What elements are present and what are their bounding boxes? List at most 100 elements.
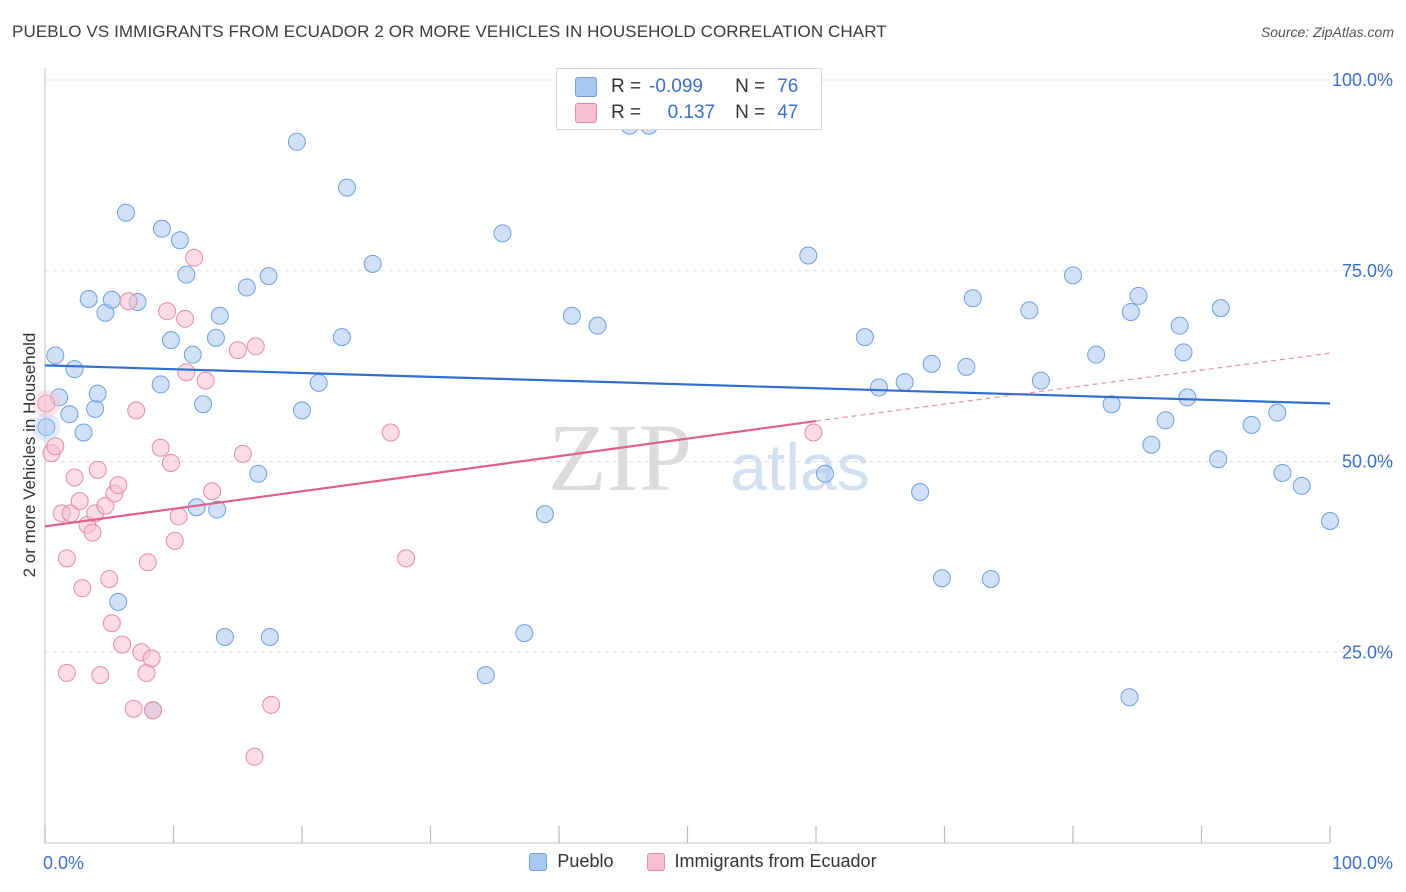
pueblo-point (88, 384, 107, 403)
ecuador-point (143, 701, 162, 720)
ecuador-point (185, 248, 204, 267)
ecuador-point (203, 482, 222, 501)
pueblo-point (869, 378, 888, 397)
ecuador-point (397, 549, 416, 568)
ecuador-point (381, 423, 400, 442)
pueblo-point (911, 483, 930, 502)
pueblo-point (363, 254, 382, 273)
pueblo-point (109, 592, 128, 611)
ecuador-point (233, 444, 252, 463)
pueblo-point (79, 289, 98, 308)
ecuador-point (161, 454, 180, 473)
ecuador-point (127, 401, 146, 420)
ecuador-point (91, 666, 110, 685)
stats-swatch-ecuador (575, 103, 597, 123)
pueblo-point (116, 203, 135, 222)
ecuador-point (177, 363, 196, 382)
pueblo-point (102, 290, 121, 309)
ecuador-point (165, 531, 184, 550)
pueblo-point (535, 505, 554, 524)
n-value: 47 (777, 102, 799, 123)
pueblo-point (1087, 345, 1106, 364)
x-tick-label: 100.0% (1332, 853, 1393, 873)
watermark-zip: ZIP (548, 404, 692, 511)
pueblo-point (815, 464, 834, 483)
pueblo-point (170, 231, 189, 250)
pueblo-point (194, 395, 213, 414)
ecuador-point (142, 649, 161, 668)
pueblo-point (1102, 395, 1121, 414)
y-tick-label: 75.0% (1342, 261, 1393, 281)
y-tick-label: 50.0% (1342, 452, 1393, 472)
legend-item-pueblo[interactable]: Pueblo (529, 851, 613, 872)
pueblo-point (74, 423, 93, 442)
ecuador-point (228, 341, 247, 360)
ecuador-point (124, 699, 143, 718)
pueblo-point (981, 570, 1000, 589)
ecuador-point (262, 695, 281, 714)
ecuador-point (83, 523, 102, 542)
ecuador-point (100, 570, 119, 589)
pueblo-trend-line (44, 364, 1331, 405)
grid-lines (45, 79, 1395, 653)
pueblo-point (86, 399, 105, 418)
pueblo-point (151, 375, 170, 394)
ecuador-point (46, 437, 65, 456)
pueblo-point (1292, 476, 1311, 495)
pueblo-point (963, 289, 982, 308)
ecuador-point (65, 468, 84, 487)
pueblo-point (855, 328, 874, 347)
pueblo-point (799, 246, 818, 265)
pueblo-point (1242, 415, 1261, 434)
ecuador-point (102, 614, 121, 633)
pueblo-point (287, 132, 306, 151)
pueblo-point (1273, 463, 1292, 482)
pueblo-point (210, 306, 229, 325)
ecuador-point (151, 438, 170, 457)
x-tick-label: 0.0% (43, 853, 84, 873)
pueblo-point (1129, 286, 1148, 305)
r-label: R = (611, 102, 642, 123)
pueblo-point (515, 624, 534, 643)
pueblo-point (177, 265, 196, 284)
pueblo-point (1020, 301, 1039, 320)
legend-item-ecuador[interactable]: Immigrants from Ecuador (646, 851, 877, 872)
watermark-atlas: atlas (730, 430, 869, 504)
ecuador-point (119, 292, 138, 311)
n-label: N = (735, 102, 766, 123)
trend-lines (44, 352, 1331, 528)
ecuador-point (57, 663, 76, 682)
pueblo-point (65, 360, 84, 379)
ecuador-trend-extension (815, 352, 1331, 422)
pueblo-point (332, 328, 351, 347)
legend: Pueblo Immigrants from Ecuador (0, 851, 1406, 876)
pueblo-point (1064, 266, 1082, 285)
pueblo-point (37, 418, 56, 437)
r-value: -0.099 (649, 76, 703, 97)
pueblo-point (249, 464, 268, 483)
pueblo-point (259, 267, 278, 286)
pueblo-point (1211, 299, 1230, 318)
ecuador-point (138, 553, 157, 572)
pueblo-point (152, 219, 171, 238)
ecuador-point (113, 635, 132, 654)
pueblo-point (1321, 512, 1339, 531)
pueblo-point (957, 357, 976, 376)
pueblo-point (337, 178, 356, 197)
n-value: 76 (777, 76, 799, 97)
pueblo-point (46, 346, 65, 365)
n-label: N = (735, 76, 766, 97)
pueblo-point (309, 373, 328, 392)
y-tick-label: 25.0% (1342, 642, 1393, 662)
pueblo-point (206, 328, 225, 347)
pueblo-point (1142, 435, 1161, 454)
ecuador-point (804, 423, 823, 442)
pueblo-point (493, 224, 512, 243)
pueblo-point (60, 405, 79, 424)
legend-swatch-ecuador (646, 852, 665, 871)
pueblo-point (1268, 403, 1287, 422)
pueblo-point (922, 354, 941, 373)
pueblo-point (1170, 316, 1189, 335)
r-value: 0.137 (667, 102, 716, 123)
ecuador-point (246, 337, 265, 356)
